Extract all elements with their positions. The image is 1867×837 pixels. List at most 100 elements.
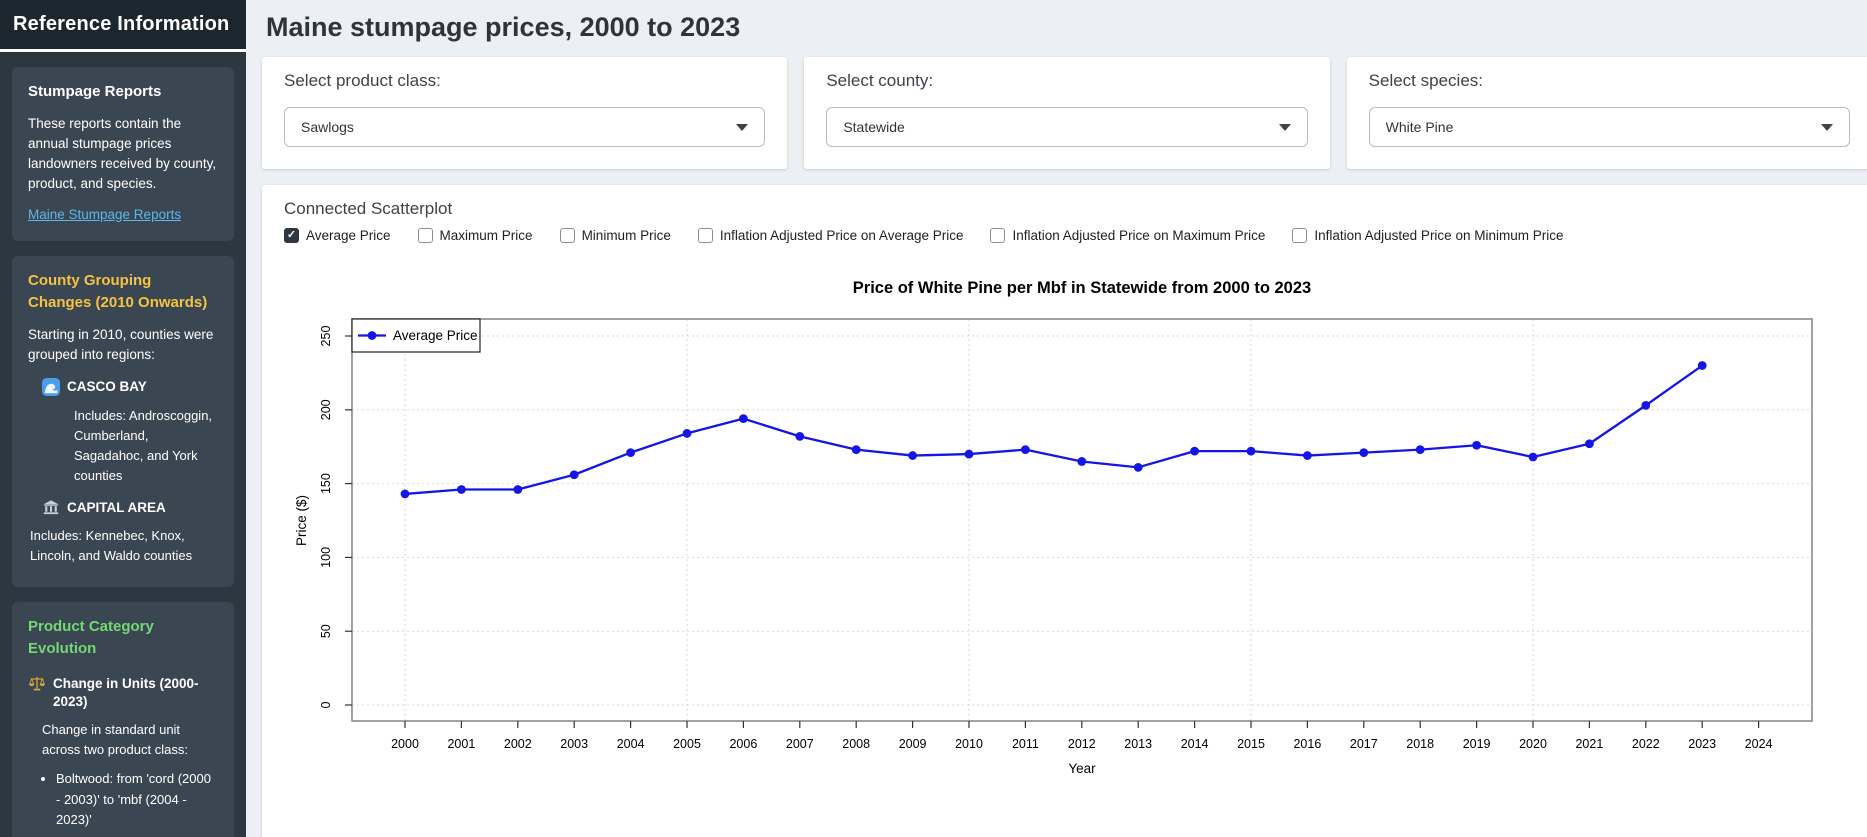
unit-change-list: Boltwood: from 'cord (2000 - 2003)' to '… bbox=[44, 769, 218, 837]
connected-scatterplot: 2000 2001 2002 2003 2004 2005 2006 2007 2008 2009… bbox=[290, 271, 1850, 791]
checkbox-inflation-maximum[interactable]: ✓ Inflation Adjusted Price on Maximum Pri… bbox=[990, 228, 1265, 243]
county-label: Select county: bbox=[826, 71, 934, 90]
svg-text:50: 50 bbox=[319, 624, 333, 638]
region-name: CASCO BAY bbox=[67, 379, 147, 395]
region-name: CAPITAL AREA bbox=[67, 500, 166, 516]
county-select[interactable]: Statewide bbox=[826, 107, 1308, 147]
product-class-card: Select product class: Sawlogs bbox=[262, 57, 788, 169]
region-capital-area: CAPITAL AREA bbox=[42, 498, 218, 518]
checkbox-icon: ✓ bbox=[990, 228, 1006, 243]
maine-stumpage-reports-link[interactable]: Maine Stumpage Reports bbox=[28, 206, 182, 222]
svg-text:2016: 2016 bbox=[1293, 737, 1321, 751]
svg-text:2002: 2002 bbox=[504, 737, 532, 751]
checkbox-icon: ✓ bbox=[559, 228, 575, 243]
checkbox-label: Inflation Adjusted Price on Maximum Pric… bbox=[1012, 228, 1266, 243]
county-grouping-heading: County Grouping Changes (2010 Onwards) bbox=[28, 271, 208, 312]
svg-text:2012: 2012 bbox=[1068, 737, 1096, 751]
building-icon bbox=[42, 499, 60, 517]
svg-text:Year: Year bbox=[1068, 761, 1096, 776]
svg-text:2004: 2004 bbox=[617, 737, 645, 751]
svg-text:2023: 2023 bbox=[1688, 737, 1716, 751]
svg-text:2018: 2018 bbox=[1406, 737, 1434, 751]
checkbox-maximum-price[interactable]: ✓ Maximum Price bbox=[417, 228, 533, 243]
scatterplot-svg: 2000 2001 2002 2003 2004 2005 2006 2007 2008 2009… bbox=[294, 279, 1813, 776]
svg-text:2022: 2022 bbox=[1632, 737, 1660, 751]
checkbox-inflation-minimum[interactable]: ✓ Inflation Adjusted Price on Minimum Pri… bbox=[1292, 228, 1563, 243]
species-select[interactable]: White Pine bbox=[1368, 107, 1850, 147]
svg-text:2001: 2001 bbox=[447, 737, 475, 751]
county-value: Statewide bbox=[843, 119, 905, 135]
svg-text:2017: 2017 bbox=[1350, 737, 1378, 751]
section-title: Change in Units (2000-2023) bbox=[53, 675, 199, 710]
region-includes: Includes: Kennebec, Knox, Lincoln, and W… bbox=[30, 528, 193, 564]
svg-text:2006: 2006 bbox=[729, 737, 757, 751]
product-class-value: Sawlogs bbox=[301, 119, 354, 135]
wave-icon bbox=[42, 378, 60, 397]
checkbox-inflation-average[interactable]: ✓ Inflation Adjusted Price on Average Pri… bbox=[697, 228, 964, 243]
checkbox-label: Average Price bbox=[306, 228, 391, 243]
product-class-select[interactable]: Sawlogs bbox=[284, 107, 766, 147]
stumpage-reports-heading: Stumpage Reports bbox=[28, 83, 162, 100]
svg-text:2009: 2009 bbox=[899, 737, 927, 751]
checkbox-icon: ✓ bbox=[417, 228, 433, 243]
sidebar: Reference Information Stumpage Reports T… bbox=[0, 0, 246, 837]
svg-text:2020: 2020 bbox=[1519, 737, 1547, 751]
region-casco-bay: CASCO BAY bbox=[42, 377, 218, 397]
dropdown-caret-icon bbox=[736, 123, 749, 131]
svg-text:2003: 2003 bbox=[560, 737, 588, 751]
species-value: White Pine bbox=[1385, 119, 1454, 135]
svg-text:150: 150 bbox=[319, 473, 333, 494]
svg-text:2014: 2014 bbox=[1181, 737, 1209, 751]
checkbox-label: Inflation Adjusted Price on Minimum Pric… bbox=[1314, 228, 1564, 243]
scales-icon bbox=[28, 675, 46, 693]
product-class-label: Select product class: bbox=[284, 71, 441, 90]
svg-text:2019: 2019 bbox=[1463, 737, 1491, 751]
list-item: Boltwood: from 'cord (2000 - 2003)' to '… bbox=[56, 769, 218, 829]
svg-text:2000: 2000 bbox=[391, 737, 419, 751]
svg-text:Price of White Pine per Mbf in: Price of White Pine per Mbf in Statewide… bbox=[853, 279, 1311, 297]
county-card: Select county: Statewide bbox=[804, 57, 1330, 169]
svg-text:2005: 2005 bbox=[673, 737, 701, 751]
checkbox-label: Maximum Price bbox=[439, 228, 533, 243]
dropdown-caret-icon bbox=[1278, 123, 1291, 131]
svg-text:100: 100 bbox=[319, 547, 333, 568]
svg-text:2015: 2015 bbox=[1237, 737, 1265, 751]
checkbox-icon: ✓ bbox=[1292, 228, 1308, 243]
checkbox-minimum-price[interactable]: ✓ Minimum Price bbox=[559, 228, 671, 243]
dropdown-caret-icon bbox=[1820, 123, 1833, 131]
product-evolution-panel: Product Category Evolution Change in Uni… bbox=[12, 601, 234, 837]
svg-text:2024: 2024 bbox=[1745, 737, 1773, 751]
svg-text:200: 200 bbox=[319, 399, 333, 420]
county-grouping-intro: Starting in 2010, counties were grouped … bbox=[28, 326, 214, 362]
stumpage-reports-text: These reports contain the annual stumpag… bbox=[28, 115, 217, 192]
filter-row: Select product class: Sawlogs Select cou… bbox=[262, 57, 1867, 169]
sidebar-header: Reference Information bbox=[0, 0, 246, 52]
svg-text:2021: 2021 bbox=[1575, 737, 1603, 751]
main-content: Maine stumpage prices, 2000 to 2023 Sele… bbox=[246, 0, 1867, 837]
series-checkbox-row: ✓ Average Price ✓ Maximum Price ✓ Minimum P… bbox=[284, 228, 1850, 243]
svg-text:2011: 2011 bbox=[1012, 737, 1039, 751]
checkbox-label: Inflation Adjusted Price on Average Pric… bbox=[719, 228, 964, 243]
svg-text:250: 250 bbox=[319, 326, 333, 347]
svg-text:2010: 2010 bbox=[955, 737, 983, 751]
species-card: Select species: White Pine bbox=[1346, 57, 1867, 169]
section-intro: Change in standard unit across two produ… bbox=[42, 722, 188, 757]
product-evolution-heading: Product Category Evolution bbox=[28, 617, 154, 658]
sidebar-title: Reference Information bbox=[13, 13, 230, 35]
checkbox-icon: ✓ bbox=[697, 228, 713, 243]
scatterplot-card: Connected Scatterplot ✓ Average Price ✓ Ma… bbox=[262, 185, 1867, 837]
scatterplot-heading: Connected Scatterplot bbox=[284, 199, 453, 218]
county-grouping-panel: County Grouping Changes (2010 Onwards) S… bbox=[12, 255, 234, 587]
svg-text:0: 0 bbox=[319, 701, 333, 708]
checkbox-label: Minimum Price bbox=[581, 228, 671, 243]
checkbox-icon: ✓ bbox=[284, 228, 299, 243]
section-change-in-units: Change in Units (2000-2023) bbox=[28, 675, 218, 713]
svg-text:2013: 2013 bbox=[1124, 737, 1152, 751]
checkbox-average-price[interactable]: ✓ Average Price bbox=[284, 228, 391, 243]
svg-text:2008: 2008 bbox=[842, 737, 870, 751]
stumpage-reports-panel: Stumpage Reports These reports contain t… bbox=[12, 67, 234, 241]
region-includes: Includes: Androscoggin, Cumberland, Saga… bbox=[74, 407, 213, 483]
svg-text:2007: 2007 bbox=[786, 737, 814, 751]
svg-text:Price ($): Price ($) bbox=[294, 495, 309, 546]
species-label: Select species: bbox=[1368, 71, 1483, 90]
